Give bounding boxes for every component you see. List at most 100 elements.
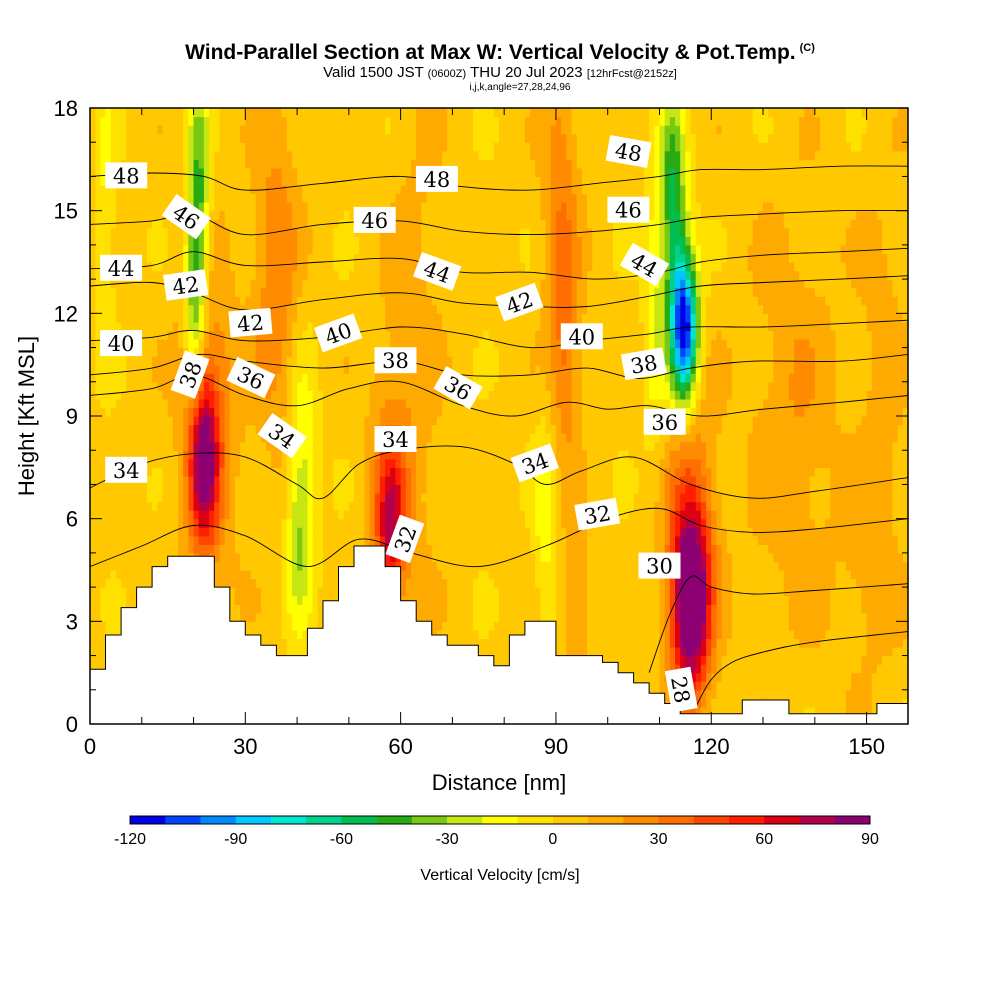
field-cell xyxy=(317,185,324,195)
field-cell xyxy=(271,279,277,289)
field-cell xyxy=(172,398,179,409)
field-cell xyxy=(328,467,334,477)
field-cell xyxy=(312,236,319,246)
field-cell xyxy=(421,356,428,366)
field-cell xyxy=(110,381,117,391)
field-cell xyxy=(214,133,221,143)
field-cell xyxy=(250,458,257,468)
field-cell xyxy=(426,150,433,160)
field-cell xyxy=(364,133,371,143)
field-cell xyxy=(276,304,283,314)
field-cell xyxy=(115,125,122,135)
field-cell xyxy=(229,296,236,306)
field-cell xyxy=(250,390,257,400)
field-cell xyxy=(219,373,226,383)
field-cell xyxy=(395,296,402,306)
field-cell xyxy=(224,552,231,563)
field-cell xyxy=(229,433,236,443)
field-cell xyxy=(95,475,101,486)
field-cell xyxy=(385,484,391,494)
field-cell xyxy=(100,621,107,631)
field-cell xyxy=(219,475,226,486)
field-cell xyxy=(333,108,340,118)
field-cell xyxy=(240,398,246,409)
field-cell xyxy=(421,287,428,297)
field-cell xyxy=(167,458,174,468)
field-cell xyxy=(364,484,371,494)
field-cell xyxy=(115,493,122,503)
field-cell xyxy=(333,527,340,537)
field-cell xyxy=(152,501,158,511)
field-cell xyxy=(374,450,381,460)
field-cell xyxy=(245,441,252,451)
field-cell xyxy=(281,484,288,494)
field-cell xyxy=(183,142,189,152)
field-cell xyxy=(338,441,345,451)
field-cell xyxy=(146,185,153,195)
field-cell xyxy=(157,373,164,383)
field-cell xyxy=(416,373,422,383)
field-cell xyxy=(343,125,350,135)
field-cell xyxy=(193,441,200,451)
field-cell xyxy=(317,202,324,212)
field-cell xyxy=(431,510,438,520)
field-cell xyxy=(390,450,397,460)
field-cell xyxy=(193,159,200,169)
field-cell xyxy=(229,176,236,186)
field-cell xyxy=(193,458,200,468)
field-cell xyxy=(426,210,433,220)
field-cell xyxy=(364,390,371,400)
field-cell xyxy=(266,527,272,537)
field-cell xyxy=(307,287,314,297)
field-cell xyxy=(229,518,236,528)
field-cell xyxy=(312,612,319,622)
field-cell xyxy=(167,347,174,357)
field-cell xyxy=(410,339,417,349)
field-cell xyxy=(359,262,365,272)
field-cell xyxy=(224,330,231,340)
field-cell xyxy=(193,339,200,349)
field-cell xyxy=(447,552,454,563)
field-cell xyxy=(364,518,371,528)
field-cell xyxy=(203,450,210,460)
field-cell xyxy=(110,535,117,545)
field-cell xyxy=(312,621,319,631)
field-cell xyxy=(297,527,303,537)
field-cell xyxy=(416,458,422,468)
field-cell xyxy=(369,159,376,169)
field-cell xyxy=(234,527,241,537)
field-cell xyxy=(214,407,221,417)
field-cell xyxy=(322,535,329,545)
field-cell xyxy=(157,116,164,126)
field-cell xyxy=(426,467,433,477)
field-cell xyxy=(286,595,293,605)
field-cell xyxy=(157,467,164,477)
field-cell xyxy=(338,398,345,409)
field-cell xyxy=(307,176,314,186)
field-cell xyxy=(152,150,158,160)
field-cell xyxy=(281,227,288,237)
field-cell xyxy=(359,236,365,246)
field-cell xyxy=(328,518,334,528)
field-cell xyxy=(431,347,438,357)
field-cell xyxy=(302,330,309,340)
field-cell xyxy=(121,441,127,451)
field-cell xyxy=(271,108,277,118)
field-cell xyxy=(385,193,391,203)
field-cell xyxy=(214,270,221,280)
field-cell xyxy=(354,424,360,434)
field-cell xyxy=(95,287,101,297)
field-cell xyxy=(348,390,355,400)
field-cell xyxy=(209,407,215,417)
field-cell xyxy=(276,210,283,220)
field-cell xyxy=(157,544,164,554)
field-cell xyxy=(312,356,319,366)
field-cell xyxy=(436,364,443,374)
field-cell xyxy=(421,150,428,160)
field-cell xyxy=(105,416,112,426)
field-cell xyxy=(193,493,200,503)
field-cell xyxy=(426,493,433,503)
field-cell xyxy=(359,467,365,477)
field-cell xyxy=(390,467,397,477)
field-cell xyxy=(90,475,96,486)
